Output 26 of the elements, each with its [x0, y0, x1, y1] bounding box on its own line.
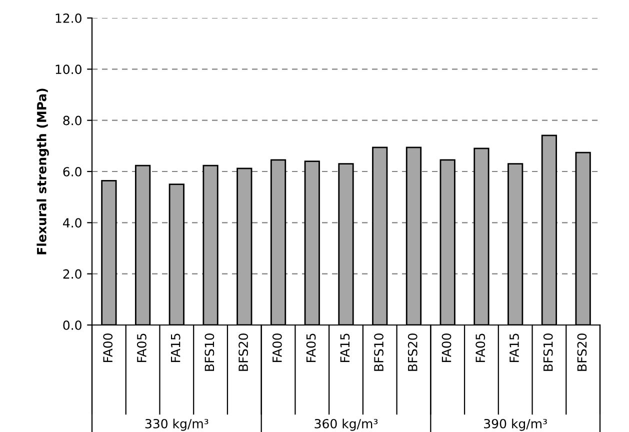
- y-tick-label: 10.0: [56, 64, 82, 74]
- x-tick-label: FA00: [442, 334, 452, 362]
- text: 330 kg/m³: [145, 418, 208, 431]
- y-tick-label: 0.0: [63, 320, 82, 330]
- text: 390 kg/m³: [484, 418, 547, 431]
- x-tick-label: BFS10: [204, 334, 214, 371]
- x-tick-label: BFS20: [577, 334, 587, 371]
- x-tick-label: FA05: [136, 334, 146, 362]
- x-tick-label: FA05: [306, 334, 316, 362]
- x-tick-label: FA15: [340, 334, 350, 362]
- x-tick-label: FA05: [476, 334, 486, 362]
- y-axis-title: Flexural strength (MPa): [36, 88, 49, 254]
- y-tick-label: 2.0: [63, 269, 82, 279]
- x-tick-label: BFS20: [238, 334, 248, 371]
- y-tick-label: 6.0: [63, 166, 82, 176]
- x-tick-label: BFS20: [408, 334, 418, 371]
- x-tick-label: BFS10: [374, 334, 384, 371]
- x-tick-label: FA00: [272, 334, 282, 362]
- x-tick-label: FA15: [510, 334, 519, 362]
- x-tick-label: FA15: [171, 334, 180, 362]
- text: 360 kg/m³: [314, 418, 378, 431]
- y-tick-label: 4.0: [63, 218, 82, 228]
- y-tick-label: 12.0: [56, 13, 82, 23]
- x-tick-label: FA00: [103, 334, 113, 362]
- y-tick-label: 8.0: [63, 116, 82, 126]
- x-tick-label: BFS10: [543, 334, 553, 371]
